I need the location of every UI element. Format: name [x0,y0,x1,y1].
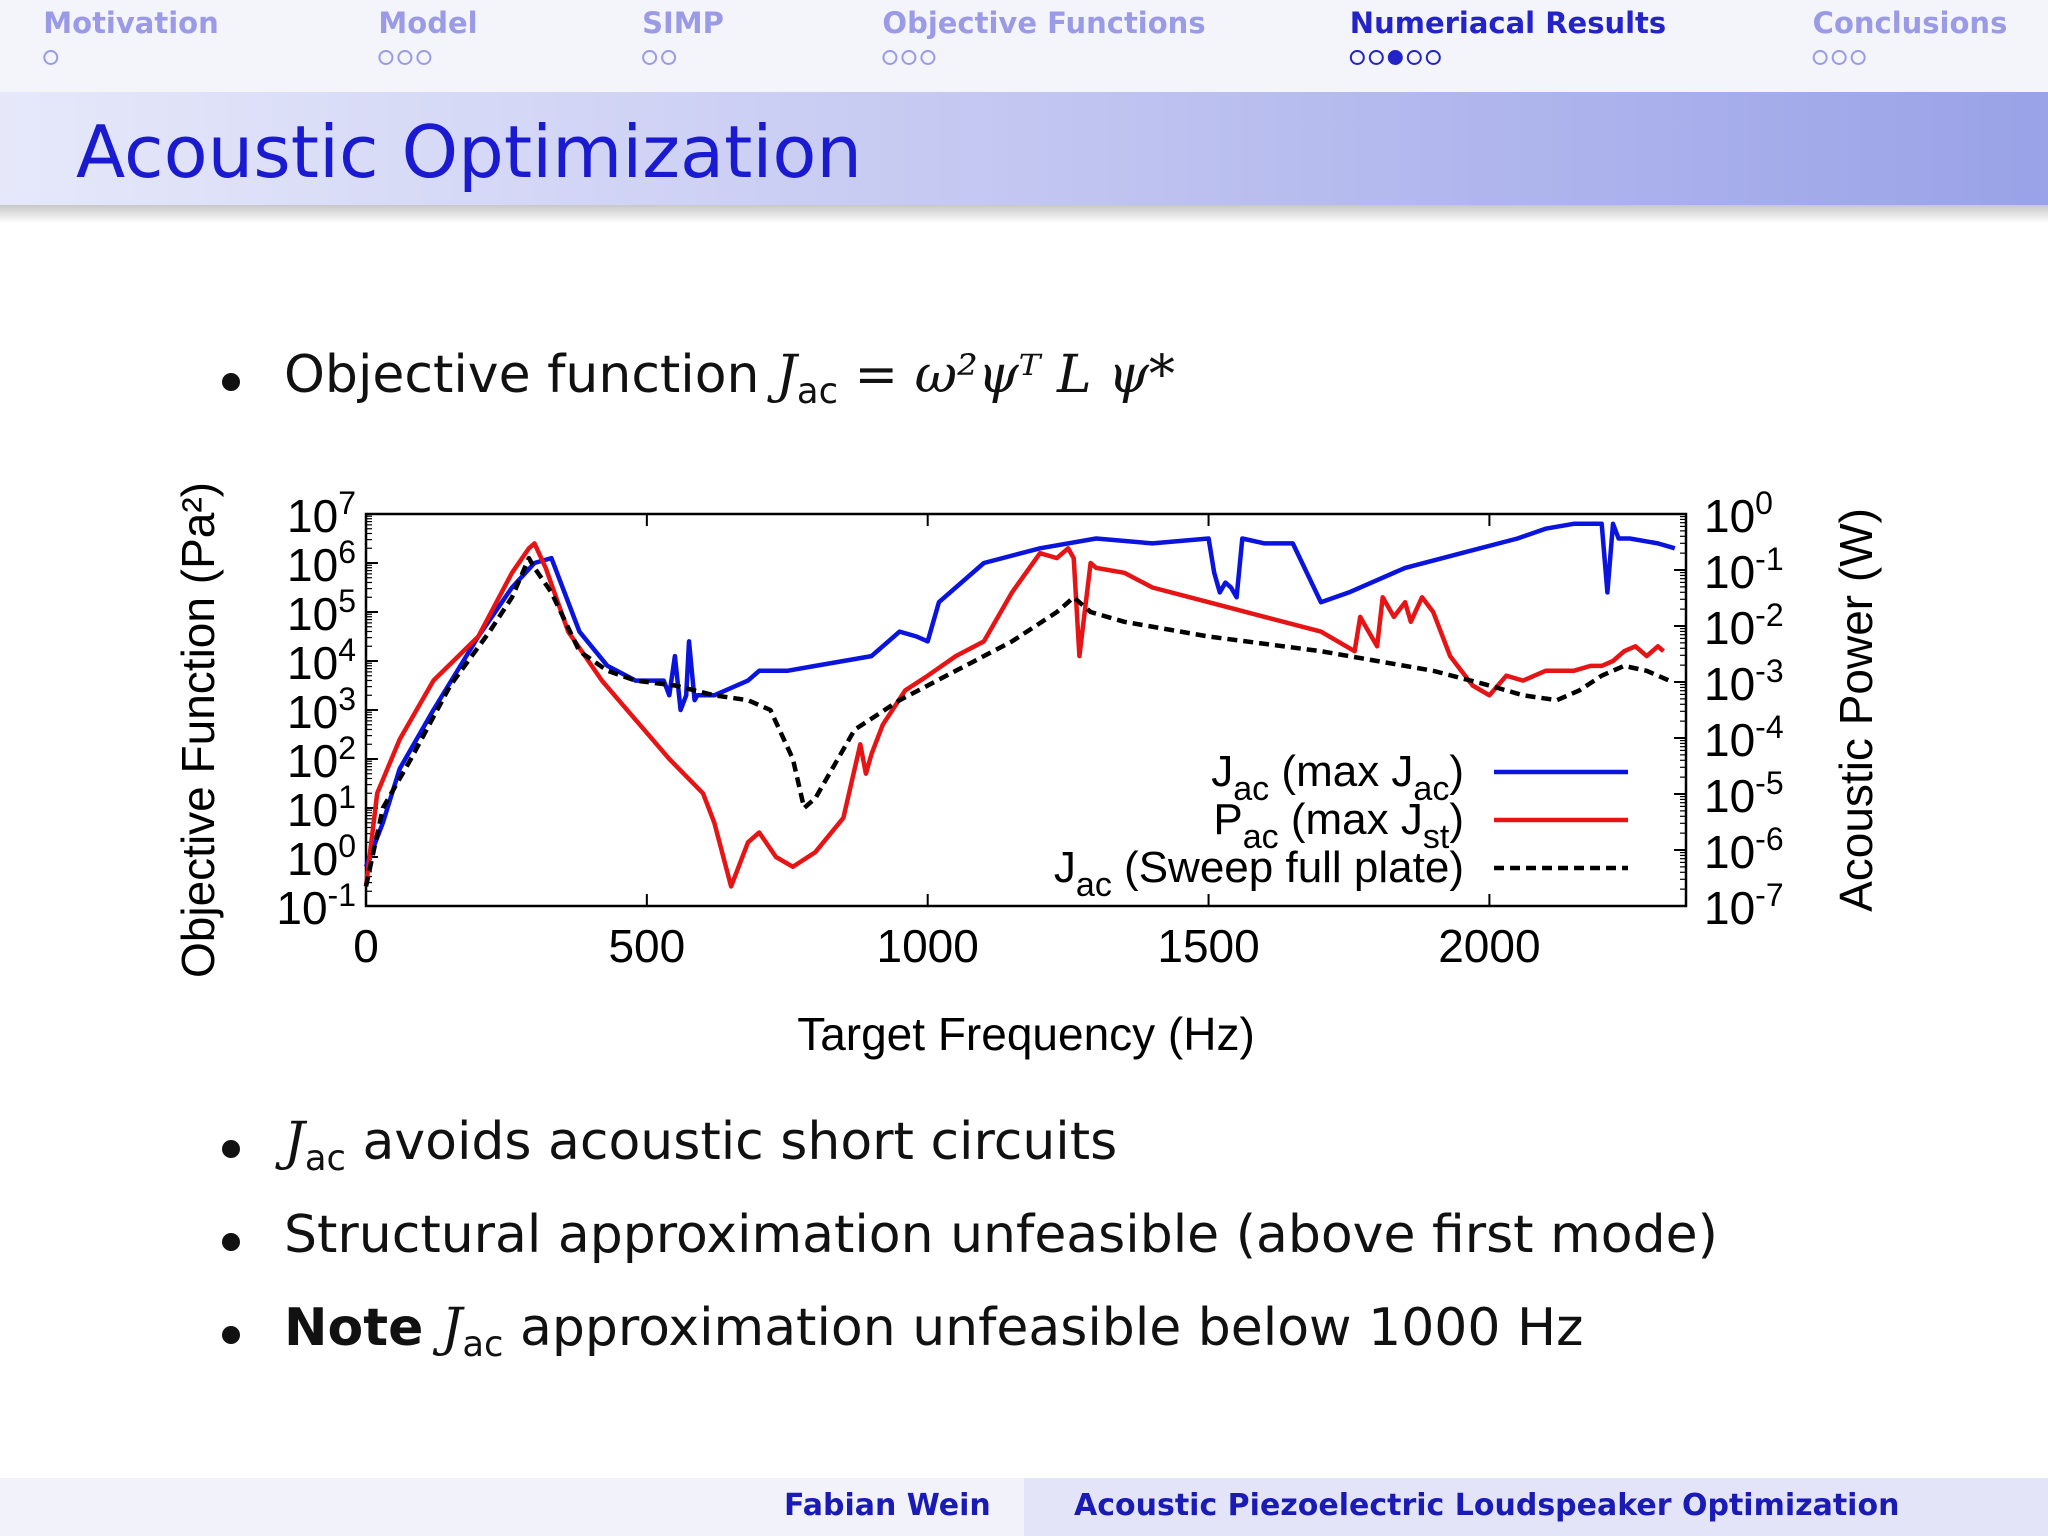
series-line-1 [363,521,1676,868]
nav-section-objective-functions[interactable]: Objective Functions [882,6,1206,65]
nav-frame-dot[interactable] [901,50,917,65]
nav-section-numeriacal-results[interactable]: Numeriacal Results [1349,6,1667,65]
bullet-dot [222,1233,240,1251]
formula-symbol: J [441,1298,463,1358]
formula-subscript: ac [796,370,839,412]
y2-tick-label: 10-5 [1704,765,1784,822]
bullet-dot [222,1326,240,1344]
nav-frame-dots [1812,50,2008,65]
nav-frame-dot[interactable] [416,50,432,65]
bullet-text: approximation unfeasible below 1000 Hz [503,1298,1584,1358]
nav-frame-dots [43,50,218,65]
y-tick-label: 100 [287,828,356,885]
nav-frame-dot[interactable] [882,50,898,65]
y-tick-label: 107 [287,485,356,542]
nav-frame-dots [642,50,724,65]
nav-frame-dots [1349,50,1666,65]
nav-frame-dot[interactable] [1850,50,1866,65]
y2-tick-label: 10-6 [1704,821,1784,878]
formula-subscript: ac [304,1137,346,1179]
nav-frame-dot[interactable] [920,50,936,65]
section-navigation: Motivation Model SIMP Objective Functions Nu… [0,0,2048,92]
y2-tick-label: 10-4 [1704,709,1784,766]
nav-frame-dot[interactable] [1368,50,1384,65]
y-tick-label: 101 [287,779,356,836]
title-bar: Acoustic Optimization [0,92,2048,205]
nav-section-simp[interactable]: SIMP [642,6,724,65]
formula-subscript: ac [462,1323,504,1365]
y-tick-label: 103 [287,681,356,738]
footer-author-box: Fabian Wein [0,1478,1024,1536]
nav-frame-dot[interactable] [661,50,677,65]
y2-axis-label: Acoustic Power (W) [1830,508,1882,912]
nav-frame-dot[interactable] [1406,50,1422,65]
nav-section-label: SIMP [642,6,724,40]
slide-title: Acoustic Optimization [76,110,863,194]
nav-frame-dot[interactable] [1831,50,1847,65]
nav-frame-dot[interactable] [1812,50,1828,65]
bullet-emphasis: Note [284,1298,442,1358]
footer-talk-box: Acoustic Piezoelectric Loudspeaker Optim… [1024,1478,2048,1536]
footer-author: Fabian Wein [784,1488,991,1523]
series-line-3 [363,555,1671,887]
x-tick-label: 1000 [877,920,979,972]
nav-frame-dot[interactable] [1425,50,1441,65]
nav-frame-dot[interactable] [43,50,59,65]
formula-symbol: J [776,345,797,405]
y-tick-label: 106 [287,534,356,591]
nav-frame-dot[interactable] [642,50,658,65]
nav-section-label: Model [378,6,478,40]
nav-frame-dot[interactable] [1349,50,1365,65]
x-tick-label: 2000 [1438,920,1540,972]
title-shadow [0,205,2048,223]
nav-frame-dots [882,50,1205,65]
y2-tick-label: 10-1 [1704,541,1784,598]
x-tick-label: 1500 [1157,920,1259,972]
y-tick-label: 105 [287,583,356,640]
formula-rest: = ω²ψᵀ L ψ* [838,345,1175,405]
nav-section-label: Motivation [43,6,219,40]
nav-section-model[interactable]: Model [378,6,478,65]
nav-section-label: Conclusions [1812,6,2008,40]
y-tick-label: 102 [287,730,356,787]
y2-tick-label: 10-3 [1704,653,1784,710]
legend-label: Pac (max Jst) [1213,795,1464,856]
chart: 0 500 1000 1500 200010-110010110210310410510… [172,482,1882,1060]
nav-frame-dot[interactable] [1387,50,1403,65]
bullet-prefix: Objective function [284,345,777,405]
y2-tick-label: 10-7 [1704,877,1784,934]
y-tick-label: 10-1 [276,877,356,934]
nav-section-motivation[interactable]: Motivation [43,6,219,65]
formula-symbol: J [284,1112,305,1172]
x-tick-label: 0 [353,920,379,972]
y2-tick-label: 100 [1704,485,1773,542]
legend-label: Jac (Sweep full plate) [1054,843,1464,904]
bullet-text: Structural approximation unfeasible (abo… [284,1205,1718,1265]
nav-frame-dot[interactable] [397,50,413,65]
legend-label: Jac (max Jac) [1211,747,1464,808]
nav-frame-dots [378,50,477,65]
nav-section-label: Numeriacal Results [1349,6,1667,40]
y-axis-label: Objective Function (Pa²) [172,482,224,978]
bullet-text: avoids acoustic short circuits [345,1112,1118,1172]
bullet-dot [222,1140,240,1158]
bullet-dot [222,373,240,391]
y-tick-label: 104 [287,632,356,689]
nav-section-label: Objective Functions [882,6,1206,40]
y2-tick-label: 10-2 [1704,597,1784,654]
nav-frame-dot[interactable] [378,50,394,65]
x-axis-label: Target Frequency (Hz) [797,1008,1255,1060]
series-line-2 [363,541,1665,889]
footer-talk-title: Acoustic Piezoelectric Loudspeaker Optim… [1074,1488,1900,1523]
nav-section-conclusions[interactable]: Conclusions [1812,6,2008,65]
x-tick-label: 500 [608,920,685,972]
